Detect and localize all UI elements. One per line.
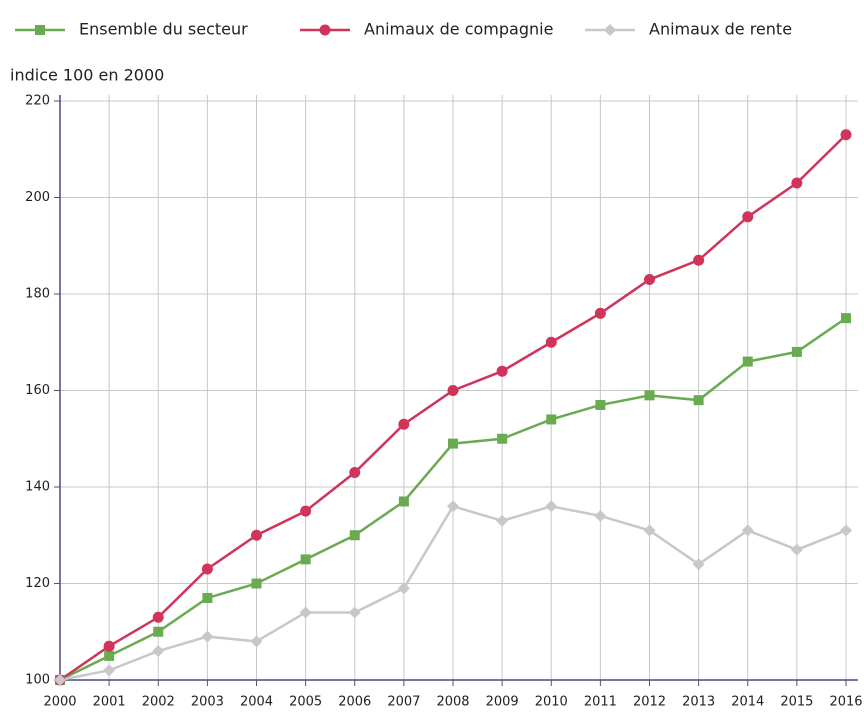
point bbox=[300, 554, 311, 565]
y-tick-label: 120 bbox=[25, 576, 50, 591]
point bbox=[693, 254, 705, 266]
point bbox=[741, 524, 754, 537]
x-tick-label: 2012 bbox=[633, 695, 666, 710]
y-tick-label: 160 bbox=[25, 383, 50, 398]
point bbox=[349, 530, 360, 541]
x-tick-label: 2008 bbox=[436, 695, 469, 710]
x-tick-label: 2016 bbox=[829, 695, 862, 710]
legend-marker bbox=[604, 24, 616, 36]
point bbox=[840, 524, 852, 537]
legend-marker bbox=[319, 24, 331, 36]
x-tick-label: 2009 bbox=[486, 695, 519, 710]
point bbox=[152, 645, 165, 658]
point bbox=[496, 365, 508, 377]
point bbox=[497, 433, 508, 444]
point bbox=[54, 674, 66, 686]
y-tick-label: 200 bbox=[25, 190, 50, 205]
x-tick-label: 2001 bbox=[93, 695, 126, 710]
x-tick-label: 2004 bbox=[240, 695, 273, 710]
point bbox=[595, 399, 606, 410]
point bbox=[841, 313, 851, 324]
point bbox=[104, 650, 115, 661]
x-tick-label: 2013 bbox=[682, 695, 715, 710]
x-tick-label: 2005 bbox=[289, 695, 322, 710]
point bbox=[791, 346, 802, 357]
point bbox=[202, 592, 213, 603]
point bbox=[791, 177, 803, 189]
point bbox=[840, 129, 852, 141]
y-tick-label: 100 bbox=[25, 673, 50, 688]
y-axis-label: indice 100 en 2000 bbox=[10, 66, 164, 85]
point bbox=[103, 640, 115, 652]
x-tick-label: 2002 bbox=[142, 695, 175, 710]
point bbox=[251, 529, 262, 541]
x-tick-label: 2010 bbox=[535, 695, 568, 710]
point bbox=[644, 390, 655, 401]
point bbox=[397, 582, 410, 595]
y-tick-label: 180 bbox=[25, 287, 50, 302]
point bbox=[742, 356, 753, 367]
point bbox=[546, 414, 557, 425]
x-tick-label: 2011 bbox=[584, 695, 617, 710]
point bbox=[300, 505, 312, 517]
point bbox=[742, 211, 754, 223]
point bbox=[349, 467, 361, 479]
point bbox=[594, 509, 607, 522]
point bbox=[299, 606, 312, 619]
x-tick-label: 2014 bbox=[731, 695, 764, 710]
point bbox=[643, 524, 656, 537]
point bbox=[594, 307, 606, 319]
legend-marker bbox=[35, 25, 45, 35]
point bbox=[152, 611, 164, 623]
point bbox=[348, 606, 361, 619]
point bbox=[692, 558, 705, 571]
x-tick-label: 2000 bbox=[43, 695, 76, 710]
x-tick-label: 2006 bbox=[338, 695, 371, 710]
legend-label: Ensemble du secteur bbox=[79, 20, 248, 39]
point bbox=[545, 500, 558, 513]
point bbox=[447, 500, 459, 513]
x-tick-label: 2003 bbox=[191, 695, 224, 710]
point bbox=[398, 496, 409, 507]
point bbox=[790, 543, 803, 556]
y-tick-label: 140 bbox=[25, 480, 50, 495]
legend-label: Animaux de rente bbox=[649, 20, 792, 39]
point bbox=[448, 438, 458, 449]
point bbox=[250, 635, 263, 648]
point bbox=[201, 630, 214, 643]
legend-label: Animaux de compagnie bbox=[364, 20, 553, 39]
point bbox=[251, 578, 262, 589]
point bbox=[545, 336, 557, 348]
point bbox=[153, 626, 164, 637]
point bbox=[496, 514, 509, 527]
point bbox=[447, 385, 459, 396]
y-tick-label: 220 bbox=[25, 94, 50, 109]
point bbox=[103, 664, 116, 677]
point bbox=[398, 418, 410, 430]
x-tick-label: 2007 bbox=[387, 695, 420, 710]
x-tick-label: 2015 bbox=[780, 695, 813, 710]
point bbox=[644, 274, 655, 286]
point bbox=[693, 395, 704, 406]
point bbox=[201, 563, 213, 575]
